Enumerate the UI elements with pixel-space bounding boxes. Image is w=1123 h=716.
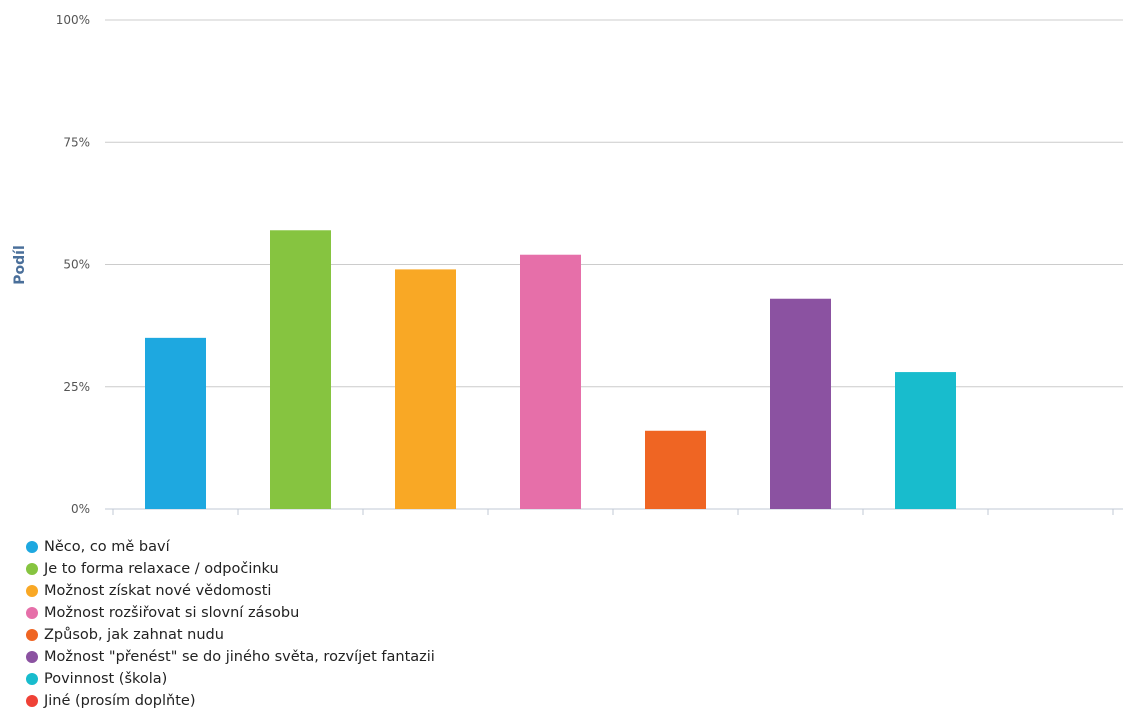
bar-chart: 0% 25% 50% 75% 100% Podíl [12, 13, 1123, 516]
legend-label: Možnost "přenést" se do jiného světa, ro… [44, 649, 435, 665]
legend-swatch [26, 651, 38, 663]
legend-label: Je to forma relaxace / odpočinku [44, 561, 279, 577]
y-tick-label: 100% [56, 13, 90, 27]
bars [145, 230, 956, 509]
legend-item[interactable]: Je to forma relaxace / odpočinku [26, 558, 435, 580]
legend-swatch [26, 695, 38, 707]
legend-item[interactable]: Něco, co mě baví [26, 536, 435, 558]
legend-item[interactable]: Povinnost (škola) [26, 668, 435, 690]
y-axis-ticks: 0% 25% 50% 75% 100% [56, 13, 90, 516]
legend-item[interactable]: Jiné (prosím doplňte) [26, 690, 435, 712]
y-tick-label: 75% [63, 135, 90, 149]
bar[interactable] [145, 337, 206, 509]
legend-swatch [26, 585, 38, 597]
bar[interactable] [895, 372, 956, 509]
legend-label: Způsob, jak zahnat nudu [44, 627, 224, 643]
bar[interactable] [645, 430, 706, 509]
x-axis-ticks [112, 509, 1114, 515]
bar[interactable] [520, 254, 581, 509]
y-tick-label: 25% [63, 380, 90, 394]
legend-item[interactable]: Způsob, jak zahnat nudu [26, 624, 435, 646]
legend-label: Možnost rozšiřovat si slovní zásobu [44, 605, 300, 621]
bar[interactable] [395, 269, 456, 509]
bar[interactable] [270, 230, 331, 509]
legend-swatch [26, 629, 38, 641]
legend-swatch [26, 541, 38, 553]
legend-swatch [26, 673, 38, 685]
legend: Něco, co mě baví Je to forma relaxace / o… [26, 536, 435, 712]
legend-item[interactable]: Možnost rozšiřovat si slovní zásobu [26, 602, 435, 624]
legend-label: Možnost získat nové vědomosti [44, 583, 272, 599]
legend-swatch [26, 563, 38, 575]
y-axis-label: Podíl [12, 245, 28, 285]
legend-item[interactable]: Možnost získat nové vědomosti [26, 580, 435, 602]
bar[interactable] [770, 298, 831, 509]
legend-label: Něco, co mě baví [44, 539, 170, 555]
legend-label: Jiné (prosím doplňte) [44, 693, 196, 709]
y-tick-label: 50% [63, 258, 90, 272]
legend-swatch [26, 607, 38, 619]
legend-label: Povinnost (škola) [44, 671, 168, 687]
y-tick-label: 0% [71, 502, 90, 516]
grid-lines [105, 19, 1123, 510]
legend-item[interactable]: Možnost "přenést" se do jiného světa, ro… [26, 646, 435, 668]
